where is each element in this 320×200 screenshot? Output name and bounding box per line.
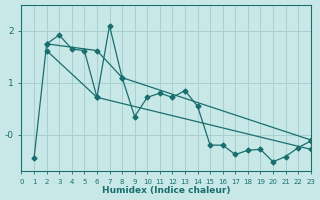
X-axis label: Humidex (Indice chaleur): Humidex (Indice chaleur)	[102, 186, 230, 195]
